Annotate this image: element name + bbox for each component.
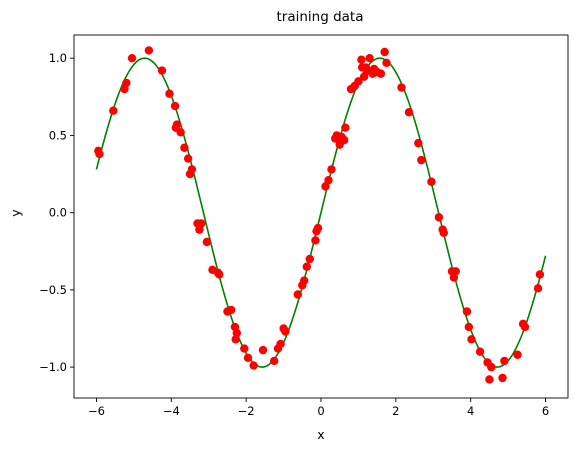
data-point — [197, 219, 206, 228]
data-point — [299, 276, 309, 285]
data-point — [376, 69, 386, 78]
data-point — [187, 165, 197, 174]
data-point — [172, 120, 182, 129]
data-point — [95, 149, 104, 159]
data-point — [302, 262, 311, 271]
plot-area — [94, 46, 547, 384]
data-point — [165, 89, 174, 98]
data-point — [397, 83, 406, 92]
data-point — [232, 328, 241, 338]
y-tick-label: 0.5 — [49, 128, 67, 142]
data-point — [122, 78, 131, 88]
data-point — [249, 361, 258, 370]
x-tick-label: 6 — [542, 404, 549, 418]
x-tick-label: 2 — [392, 404, 399, 418]
data-point — [414, 138, 423, 148]
data-point — [417, 155, 426, 165]
axes: −6 −4 −2 0 2 4 6 −1.0 −0.5 0.0 0.5 1.0 — [39, 34, 569, 418]
data-point — [380, 47, 389, 57]
data-point — [427, 177, 436, 186]
data-point — [183, 154, 193, 163]
x-tick-label: −6 — [88, 404, 105, 418]
x-tick-label: 0 — [317, 404, 324, 418]
data-point — [270, 356, 279, 366]
data-point — [500, 356, 509, 366]
y-tick-label: 0.0 — [49, 206, 67, 220]
y-axis-label: y — [8, 209, 23, 217]
data-point — [176, 128, 185, 137]
data-point — [404, 108, 414, 117]
data-point — [226, 305, 236, 315]
data-point — [341, 123, 350, 132]
data-point — [533, 284, 543, 293]
data-point — [439, 228, 448, 237]
data-point — [293, 290, 302, 299]
data-point — [354, 77, 363, 86]
data-point — [258, 345, 268, 355]
y-tick-label: −0.5 — [39, 283, 67, 297]
x-tick-label: −4 — [163, 404, 180, 418]
data-point — [243, 353, 253, 363]
data-point — [109, 106, 118, 115]
data-point — [313, 223, 323, 233]
data-point — [180, 143, 189, 152]
data-point — [215, 270, 224, 279]
chart-title: training data — [277, 9, 364, 25]
x-tick-label: 4 — [467, 404, 474, 418]
data-point — [485, 375, 494, 384]
x-axis-label: x — [317, 427, 324, 442]
data-point — [451, 267, 460, 276]
data-point — [324, 176, 333, 185]
data-point — [127, 53, 137, 63]
data-point — [462, 307, 472, 316]
data-point — [357, 55, 366, 64]
data-point — [535, 270, 545, 279]
data-point — [365, 53, 374, 63]
data-point — [520, 322, 530, 332]
data-point — [170, 101, 180, 111]
x-tick-label: −2 — [238, 404, 255, 418]
data-point — [240, 344, 249, 353]
y-tick-label: 1.0 — [49, 51, 67, 65]
data-point — [144, 46, 154, 55]
data-point — [202, 237, 212, 247]
data-point — [340, 135, 349, 145]
data-point — [487, 362, 496, 372]
y-tick-label: −1.0 — [39, 360, 67, 374]
data-point — [281, 327, 290, 336]
data-point — [311, 236, 320, 245]
data-point — [327, 165, 336, 174]
data-point — [475, 347, 485, 356]
data-point — [382, 58, 391, 67]
data-point — [464, 322, 474, 332]
data-point — [498, 373, 507, 383]
data-point — [157, 66, 167, 75]
data-point — [305, 254, 314, 264]
data-point — [434, 213, 444, 222]
data-point — [467, 335, 476, 344]
data-point — [276, 339, 285, 349]
data-point — [513, 350, 522, 359]
data-point — [359, 72, 369, 81]
